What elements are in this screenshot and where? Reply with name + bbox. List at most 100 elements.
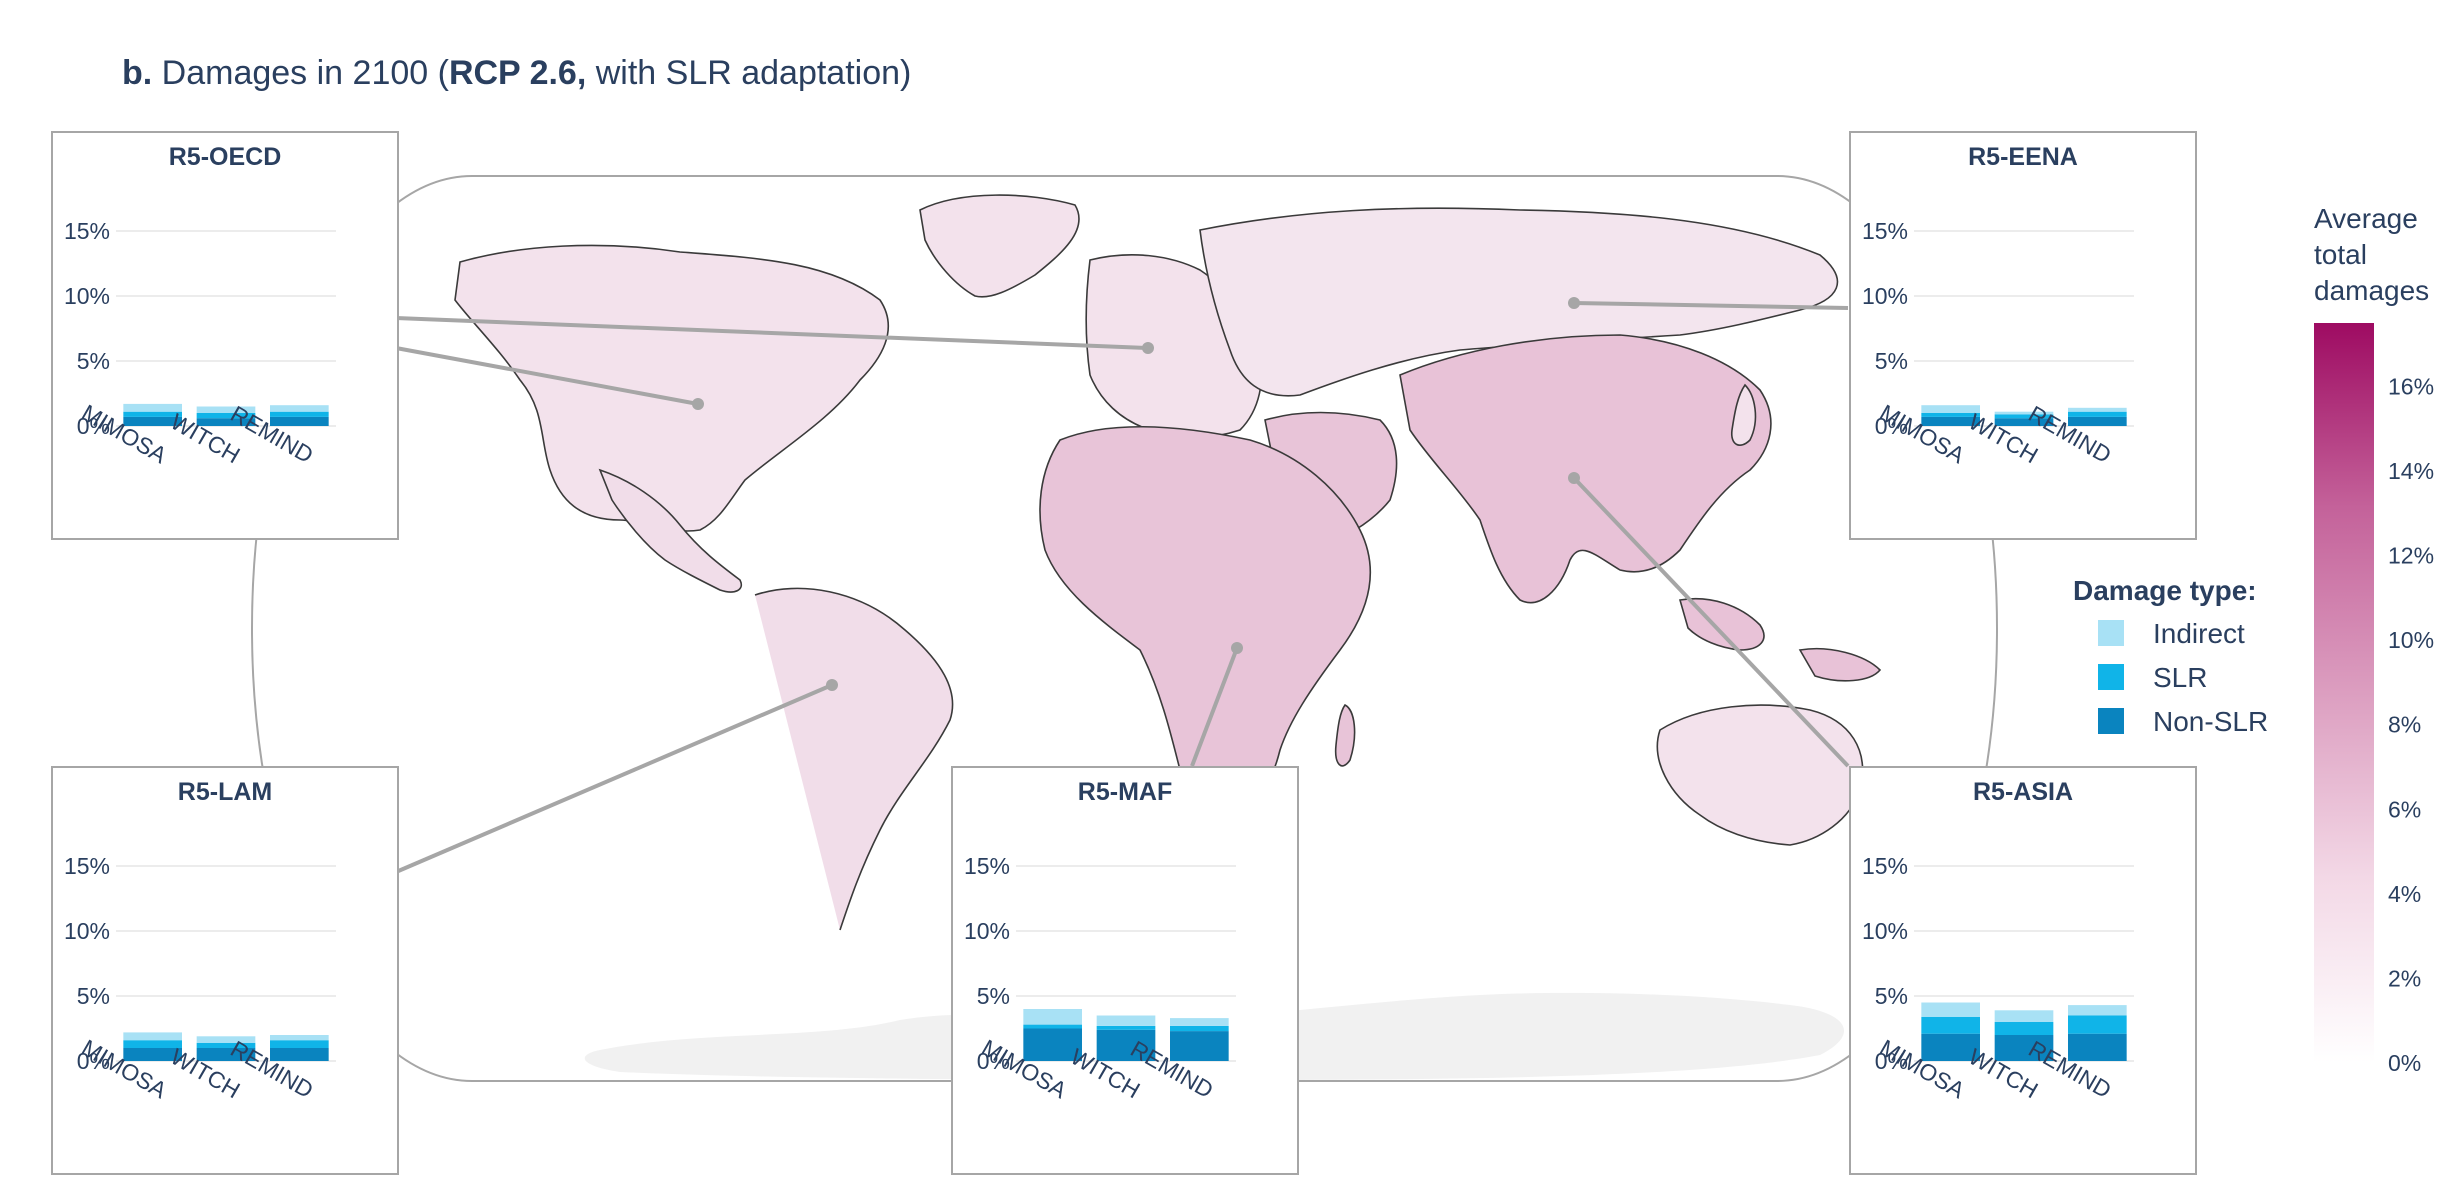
colorbar-tick-6: 6% (2388, 796, 2421, 822)
bar-witch-indirect (196, 406, 256, 413)
y-tick-label-15: 15% (1862, 853, 1908, 879)
bar-mimosa-slr (123, 1040, 182, 1048)
bar-mimosa-non-slr (123, 416, 182, 426)
bar-witch-non-slr (1994, 418, 2054, 426)
bar-remind-slr (270, 1040, 329, 1048)
bar-witch-non-slr (196, 418, 256, 426)
figure-title-prefix: b. (122, 54, 153, 92)
bar-stack-remind (1170, 1018, 1229, 1061)
legend-label-indirect: Indirect (2153, 618, 2245, 649)
inset-panel-frame (951, 766, 1299, 1175)
dot-eena (1568, 297, 1580, 309)
colorbar-title-line-1: Average (2314, 203, 2418, 234)
bar-stack-witch (1994, 1010, 2054, 1061)
bar-remind-non-slr (1170, 1031, 1229, 1061)
inset-panel-title: R5-OECD (169, 143, 282, 171)
bar-witch-slr (1994, 1022, 2054, 1035)
bar-stack-witch (196, 1036, 256, 1061)
colorbar-tick-2: 2% (2388, 965, 2421, 991)
bar-witch-indirect (1994, 411, 2054, 415)
bar-witch-indirect (1096, 1015, 1156, 1026)
bar-stack-mimosa (1921, 1002, 1980, 1061)
bar-stack-mimosa (1023, 1009, 1082, 1061)
central-america-shape (598, 468, 742, 593)
bar-remind-indirect (270, 405, 329, 412)
y-tick-label-5: 5% (1875, 983, 1908, 1009)
bar-remind-indirect (1170, 1018, 1229, 1026)
dot-north-america (692, 398, 704, 410)
dot-europe (1142, 342, 1154, 354)
eena-shape (1199, 207, 1839, 397)
bar-remind-slr (1170, 1025, 1229, 1032)
colorbar-tick-4: 4% (2388, 881, 2421, 907)
bar-stack-witch (1096, 1015, 1156, 1061)
bar-remind-indirect (2068, 407, 2127, 412)
bar-remind-slr (270, 411, 329, 417)
inset-panel-frame (51, 131, 399, 540)
figure-title-text-before: Damages in 2100 ( (161, 54, 449, 92)
legend-swatch-non-slr (2098, 708, 2124, 734)
inset-panel-frame (1849, 766, 2197, 1175)
bar-mimosa-indirect (123, 1032, 182, 1041)
y-tick-label-0: 0% (1875, 1048, 1908, 1074)
connector-dots (692, 297, 1580, 691)
australia-shape (1656, 704, 1864, 846)
colorbar-title-line-3: damages (2314, 275, 2429, 306)
bar-mimosa-slr (1023, 1024, 1082, 1029)
y-tick-label-15: 15% (964, 853, 1010, 879)
bar-stack-witch (196, 406, 256, 426)
bar-remind-slr (2068, 1015, 2127, 1034)
colorbar-title-line-2: total (2314, 239, 2367, 270)
legend-label-slr: SLR (2153, 662, 2207, 693)
bar-mimosa-indirect (1921, 1002, 1980, 1017)
bar-witch-non-slr (1994, 1035, 2054, 1061)
colorbar-tick-0: 0% (2388, 1050, 2421, 1076)
bar-remind-non-slr (270, 1048, 329, 1061)
colorbar-tick-10: 10% (2388, 627, 2434, 653)
bar-remind-non-slr (2068, 1033, 2127, 1061)
madagascar-shape (1334, 703, 1356, 767)
colorbar-tick-14: 14% (2388, 458, 2434, 484)
colorbar-tick-8: 8% (2388, 712, 2421, 738)
y-tick-label-5: 5% (977, 983, 1010, 1009)
bar-mimosa-indirect (1921, 405, 1980, 413)
inset-panel-title: R5-MAF (1078, 778, 1172, 806)
damage-type-legend: Damage type: Indirect SLR Non-SLR (2073, 575, 2268, 737)
bar-mimosa-non-slr (123, 1048, 182, 1061)
inset-panel-frame (51, 766, 399, 1175)
connector-oecd-europe (395, 316, 1149, 350)
y-tick-label-0: 0% (77, 1048, 110, 1074)
asia-shape (1399, 334, 1772, 604)
bar-stack-remind (2068, 407, 2127, 426)
bar-witch-non-slr (1096, 1029, 1156, 1061)
inset-panel-title: R5-LAM (178, 778, 272, 806)
bar-mimosa-non-slr (1921, 1033, 1980, 1061)
bar-mimosa-slr (1921, 1016, 1980, 1034)
y-tick-label-5: 5% (77, 983, 110, 1009)
bar-witch-indirect (196, 1036, 256, 1043)
y-tick-label-10: 10% (1862, 918, 1908, 944)
y-tick-label-0: 0% (977, 1048, 1010, 1074)
japan-shape (1730, 383, 1757, 446)
colorbar-tick-12: 12% (2388, 543, 2434, 569)
connector-eena (1573, 301, 1849, 310)
figure-title-text-after: with SLR adaptation) (586, 54, 912, 92)
bar-mimosa-non-slr (1023, 1028, 1082, 1061)
bar-witch-non-slr (196, 1048, 256, 1061)
bar-witch-slr (196, 413, 256, 419)
bar-remind-indirect (270, 1035, 329, 1041)
bar-stack-mimosa (123, 1032, 182, 1061)
legend-label-non-slr: Non-SLR (2153, 706, 2268, 737)
bar-remind-slr (2068, 411, 2127, 417)
bar-mimosa-indirect (123, 403, 182, 412)
inset-panel-frame (1849, 131, 2197, 540)
greenland-shape (919, 194, 1080, 298)
bar-witch-indirect (1994, 1010, 2054, 1022)
bar-witch-slr (196, 1042, 256, 1048)
legend-title: Damage type: (2073, 575, 2257, 606)
colorbar-ticks: 0% 2% 4% 6% 8% 10% 12% 14% 16% (2388, 373, 2434, 1076)
